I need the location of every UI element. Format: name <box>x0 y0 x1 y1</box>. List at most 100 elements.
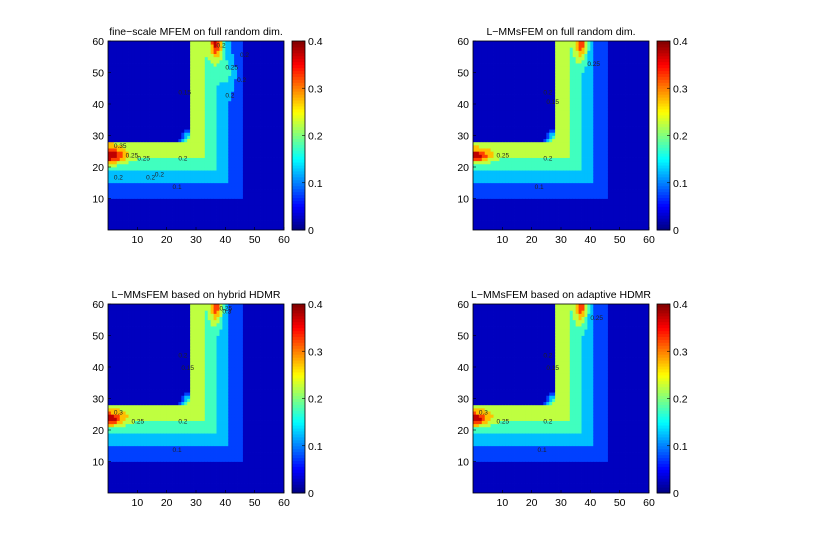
contour-cell <box>123 224 126 228</box>
contour-cell <box>494 63 497 67</box>
contour-cell <box>266 173 269 177</box>
contour-cell <box>131 208 134 212</box>
contour-cell <box>278 208 281 212</box>
contour-cell <box>167 47 170 51</box>
contour-cell <box>170 161 173 165</box>
contour-cell <box>476 110 479 114</box>
contour-cell <box>234 60 237 64</box>
contour-cell <box>272 211 275 215</box>
contour-cell <box>208 170 211 174</box>
contour-cell <box>225 148 228 152</box>
contour-cell <box>255 214 258 218</box>
contour-cell <box>243 98 246 102</box>
contour-cell <box>261 186 264 190</box>
contour-cell <box>473 57 476 61</box>
contour-cell <box>511 199 514 203</box>
contour-cell <box>505 145 508 149</box>
contour-cell <box>473 205 476 209</box>
contour-cell <box>140 54 143 58</box>
contour-cell <box>532 132 535 136</box>
contour-cell <box>137 101 140 105</box>
contour-cell <box>143 148 146 152</box>
contour-cell <box>479 95 482 99</box>
contour-cell <box>114 88 117 92</box>
contour-cell <box>161 139 164 143</box>
contour-cell <box>137 123 140 127</box>
contour-cell <box>131 136 134 140</box>
contour-cell <box>272 47 275 51</box>
contour-cell <box>473 88 476 92</box>
contour-cell <box>505 221 508 225</box>
contour-cell <box>173 158 176 162</box>
contour-cell <box>263 151 266 155</box>
contour-cell <box>111 154 114 158</box>
contour-cell <box>275 180 278 184</box>
contour-cell <box>278 167 281 171</box>
contour-cell <box>202 66 205 70</box>
contour-cell <box>269 170 272 174</box>
contour-cell <box>181 205 184 209</box>
contour-cell <box>202 88 205 92</box>
contour-cell <box>234 189 237 193</box>
contour-cell <box>514 180 517 184</box>
contour-cell <box>175 44 178 48</box>
contour-cell <box>258 95 261 99</box>
contour-cell <box>231 79 234 83</box>
contour-cell <box>278 176 281 180</box>
contour-cell <box>190 129 193 133</box>
contour-cell <box>146 139 149 143</box>
contour-cell <box>211 173 214 177</box>
contour-cell <box>532 176 535 180</box>
contour-cell <box>275 98 278 102</box>
contour-cell <box>193 202 196 206</box>
contour-cell <box>140 221 143 225</box>
contour-cell <box>143 88 146 92</box>
contour-cell <box>158 47 161 51</box>
contour-cell <box>131 98 134 102</box>
contour-cell <box>255 145 258 149</box>
contour-cell <box>508 167 511 171</box>
contour-cell <box>131 117 134 121</box>
contour-cell <box>523 173 526 177</box>
contour-cell <box>170 217 173 221</box>
contour-cell <box>252 82 255 86</box>
contour-cell <box>181 170 184 174</box>
contour-cell <box>184 41 187 45</box>
contour-cell <box>508 76 511 80</box>
contour-cell <box>184 202 187 206</box>
contour-cell <box>494 176 497 180</box>
contour-cell <box>491 76 494 80</box>
contour-cell <box>278 145 281 149</box>
contour-cell <box>131 186 134 190</box>
contour-cell <box>479 145 482 149</box>
contour-cell <box>117 73 120 77</box>
contour-cell <box>117 217 120 221</box>
contour-cell <box>523 60 526 64</box>
contour-cell <box>217 205 220 209</box>
contour-cell <box>164 195 167 199</box>
contour-cell <box>482 173 485 177</box>
contour-cell <box>499 117 502 121</box>
contour-cell <box>231 173 234 177</box>
contour-cell <box>143 57 146 61</box>
contour-cell <box>199 120 202 124</box>
contour-cell <box>190 167 193 171</box>
contour-cell <box>225 161 228 165</box>
contour-cell <box>202 47 205 51</box>
contour-cell <box>222 205 225 209</box>
contour-cell <box>196 164 199 168</box>
contour-cell <box>246 107 249 111</box>
contour-cell <box>485 101 488 105</box>
contour-cell <box>529 44 532 48</box>
contour-cell <box>155 126 158 130</box>
contour-cell <box>237 173 240 177</box>
contour-cell <box>193 211 196 215</box>
contour-cell <box>479 50 482 54</box>
contour-cell <box>520 211 523 215</box>
contour-cell <box>240 63 243 67</box>
contour-cell <box>158 139 161 143</box>
contour-cell <box>193 205 196 209</box>
contour-cell <box>158 217 161 221</box>
contour-cell <box>479 211 482 215</box>
contour-cell <box>526 221 529 225</box>
